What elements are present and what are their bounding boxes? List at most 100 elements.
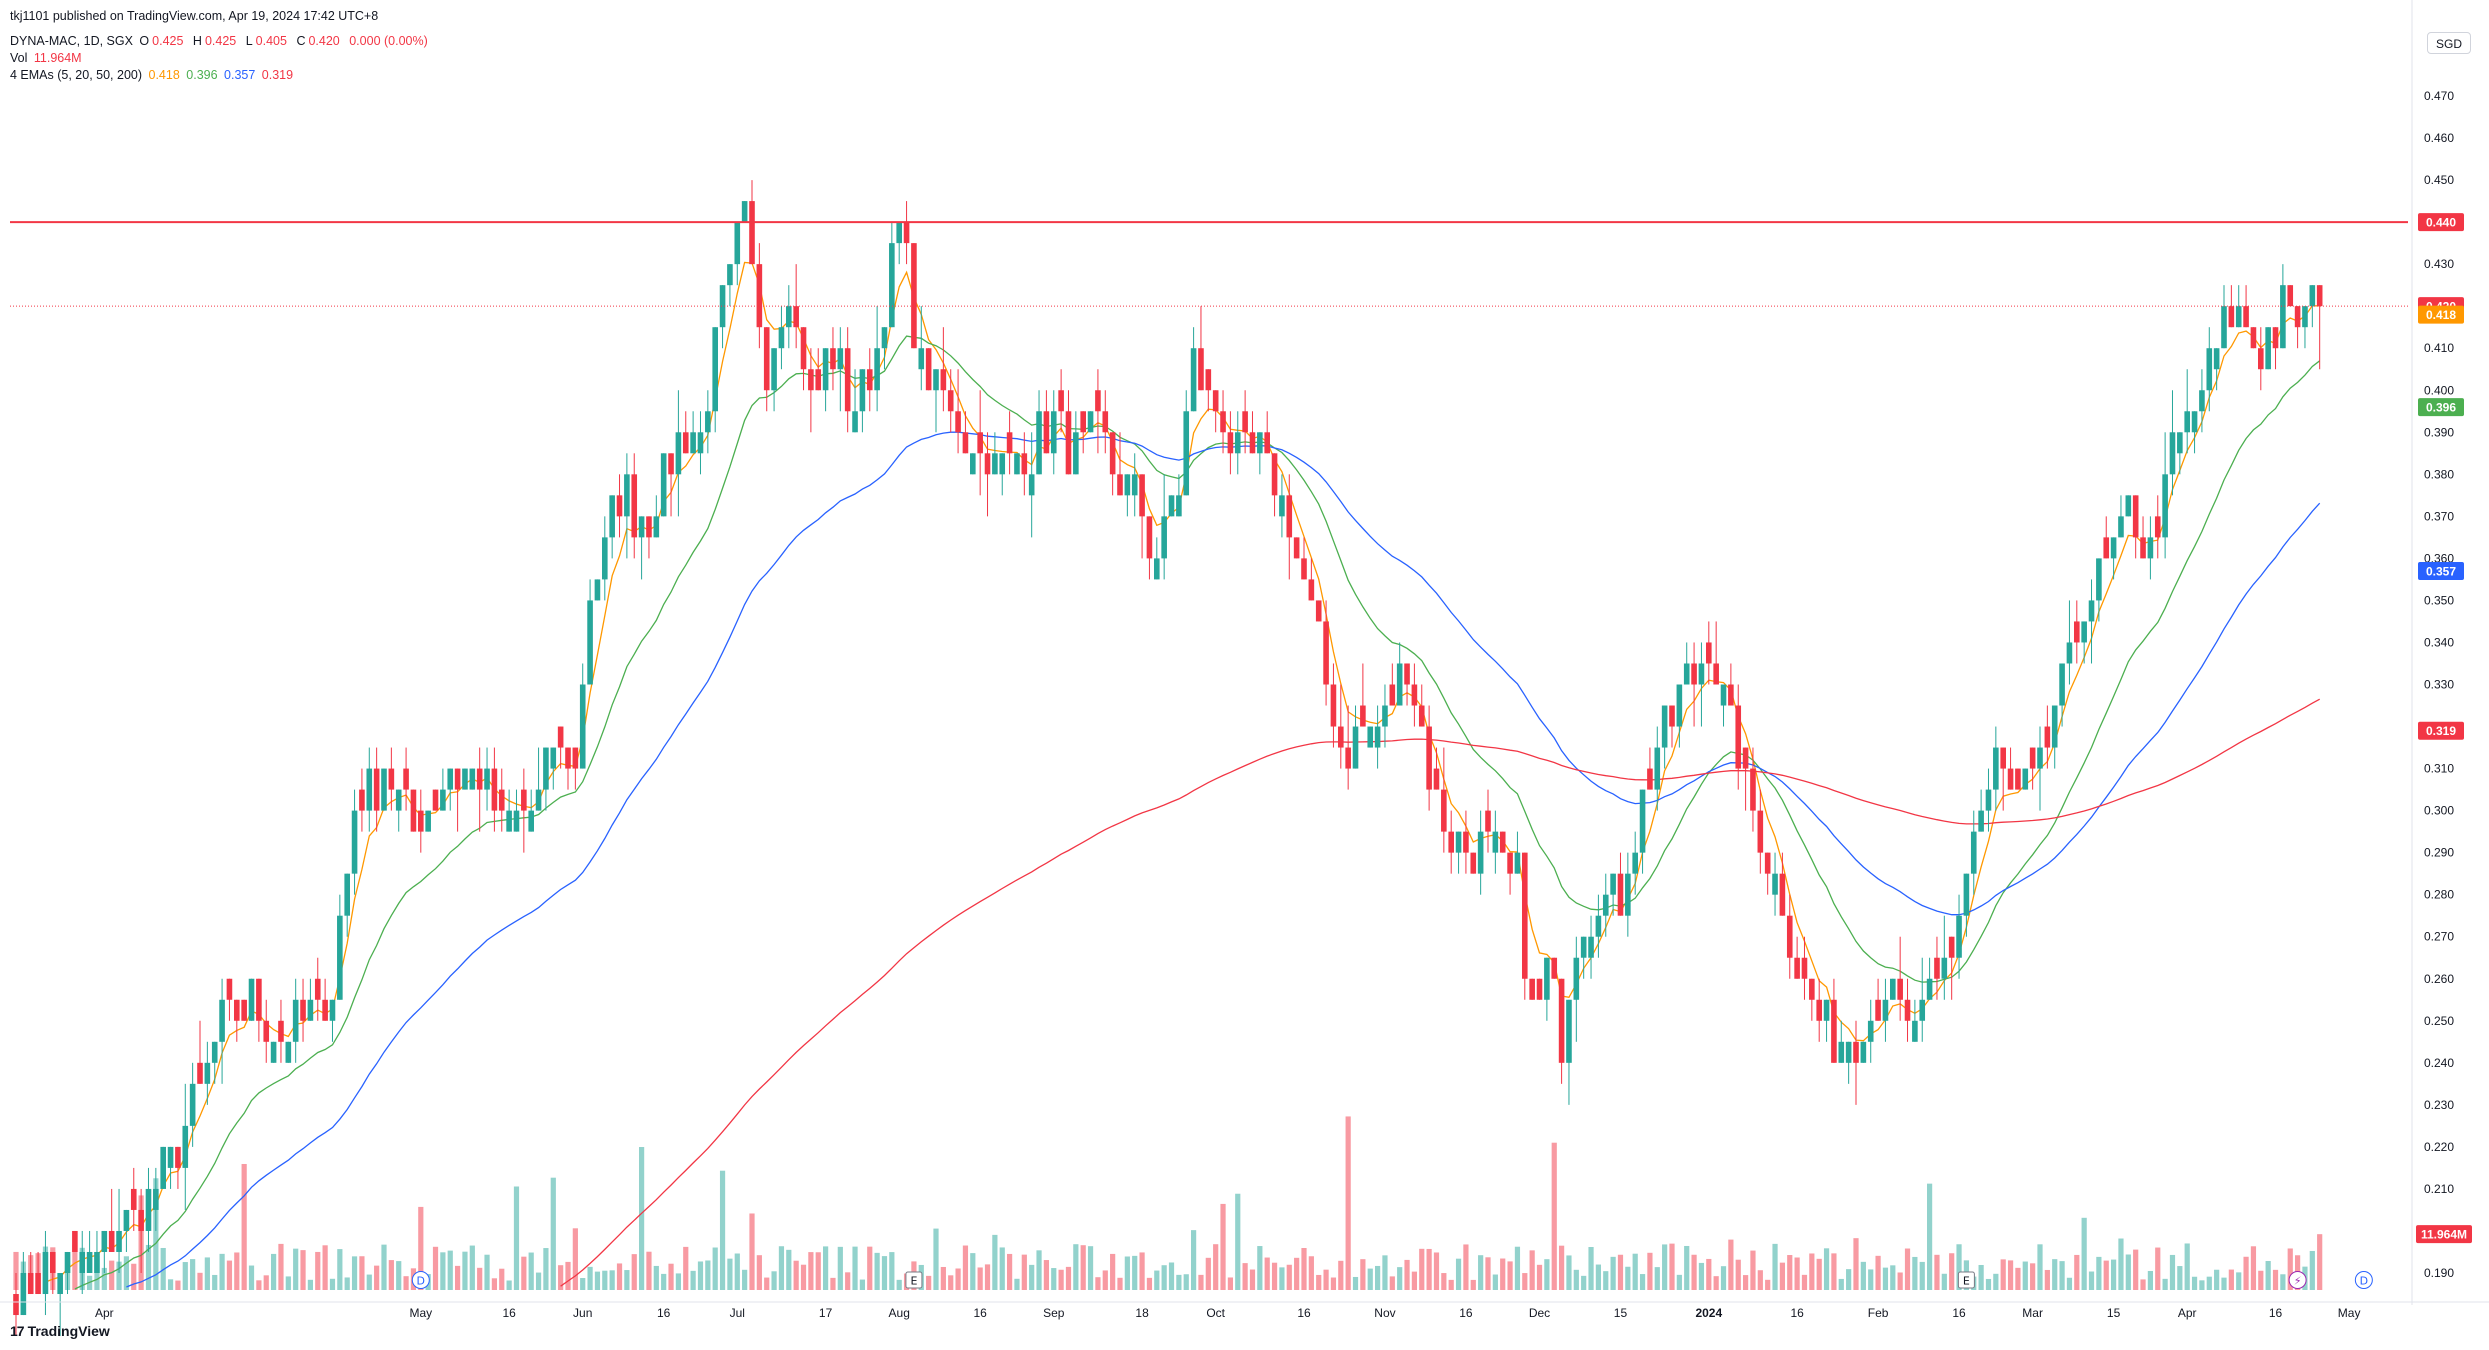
volume-bar xyxy=(2177,1266,2183,1290)
volume-bar xyxy=(219,1253,225,1290)
currency-button[interactable]: SGD xyxy=(2427,32,2471,54)
candle xyxy=(101,1230,108,1273)
volume-bar xyxy=(1904,1248,1911,1290)
volume-bar xyxy=(396,1261,402,1290)
candle xyxy=(572,747,579,790)
volume-bar xyxy=(1095,1277,1101,1290)
price-axis[interactable]: 0.4700.4600.4500.4400.4300.4200.4100.400… xyxy=(2411,0,2472,1305)
candle xyxy=(1941,915,1948,1000)
svg-text:E: E xyxy=(1963,1275,1970,1288)
volume-bar xyxy=(1058,1269,1064,1290)
candle xyxy=(903,201,910,265)
candle xyxy=(2258,327,2264,391)
candle xyxy=(447,768,454,811)
volume-bar xyxy=(1235,1193,1241,1290)
candle xyxy=(116,1188,122,1273)
volume-bar xyxy=(403,1276,409,1290)
candle xyxy=(432,789,439,811)
volume-bar xyxy=(830,1277,836,1290)
volume-bar xyxy=(1816,1258,1822,1290)
volume-bar xyxy=(999,1247,1005,1290)
volume-bar xyxy=(462,1251,468,1290)
tradingview-logo[interactable]: 17 TradingView xyxy=(10,1323,110,1339)
volume-bar xyxy=(2052,1259,2058,1290)
volume-bar xyxy=(1330,1277,1337,1290)
volume-bar xyxy=(167,1279,174,1290)
time-tick-label: May xyxy=(409,1306,432,1320)
candle xyxy=(322,978,328,1021)
candle xyxy=(1551,957,1558,979)
candle xyxy=(123,1209,130,1252)
candle xyxy=(1595,894,1602,958)
candle xyxy=(1750,747,1756,832)
volume-bar xyxy=(2000,1259,2006,1290)
svg-text:0.319: 0.319 xyxy=(2426,724,2456,738)
candle xyxy=(1168,495,1175,517)
candle xyxy=(970,453,976,475)
volume-bar xyxy=(2118,1238,2124,1290)
candle xyxy=(1205,369,1212,412)
volume-bar xyxy=(1441,1273,1447,1290)
time-tick-label: 16 xyxy=(657,1306,671,1320)
candle xyxy=(565,747,571,790)
volume-bar xyxy=(94,1256,100,1290)
candle xyxy=(1036,390,1042,475)
volume-bar xyxy=(646,1251,652,1290)
volume-bar xyxy=(1698,1262,1705,1290)
candle xyxy=(1580,936,1587,979)
symbol-title[interactable]: DYNA-MAC, 1D, SGX xyxy=(10,34,133,48)
candle xyxy=(1522,852,1528,1000)
candle xyxy=(2243,285,2249,328)
candle xyxy=(1956,894,1962,979)
candle xyxy=(351,789,358,895)
candle xyxy=(2074,600,2080,664)
candle xyxy=(167,1146,174,1189)
candle xyxy=(381,768,387,811)
candle xyxy=(1867,999,1874,1063)
volume-bar xyxy=(690,1270,696,1290)
volume-bar xyxy=(1198,1274,1204,1290)
volume-bar xyxy=(742,1269,748,1290)
volume-bar xyxy=(1559,1245,1565,1290)
volume-bar xyxy=(1117,1277,1123,1290)
candle xyxy=(1912,999,1918,1042)
volume-bar xyxy=(1139,1252,1145,1290)
time-tick-label: Mar xyxy=(2022,1306,2043,1320)
time-axis[interactable]: Apr May 16 Jun 16 Jul 17 Aug 16 Sep 18 Oct 16 Nov 16 De… xyxy=(0,1301,2489,1320)
volume-label[interactable]: Vol xyxy=(10,51,28,65)
candle xyxy=(2015,768,2021,790)
candle xyxy=(1816,978,1822,1042)
ema-label[interactable]: 4 EMAs (5, 20, 50, 200) xyxy=(10,68,143,82)
candle xyxy=(182,1083,189,1210)
volume-bar xyxy=(469,1245,475,1290)
volume-bar xyxy=(962,1245,969,1290)
candle xyxy=(1831,978,1837,1063)
volume-bar xyxy=(948,1275,954,1290)
candle xyxy=(999,453,1006,496)
svg-text:0.418: 0.418 xyxy=(2426,308,2456,322)
volume-bar xyxy=(1941,1273,1947,1290)
candle xyxy=(189,1062,196,1147)
volume-bar xyxy=(1522,1273,1528,1290)
candle xyxy=(1257,432,1263,475)
candle xyxy=(1728,663,1734,706)
volume-bar xyxy=(440,1252,446,1290)
volume-bar xyxy=(1897,1272,1903,1290)
time-tick-label: Apr xyxy=(2178,1306,2197,1320)
volume-bar xyxy=(212,1274,218,1290)
candle xyxy=(1014,453,1020,475)
candle xyxy=(506,789,512,832)
candle xyxy=(64,1251,71,1295)
ema50-price-label: 0.357 xyxy=(2418,562,2464,581)
candle xyxy=(2169,390,2176,496)
candle xyxy=(1433,747,1440,790)
candle xyxy=(219,978,225,1084)
volume-bar xyxy=(2280,1274,2286,1290)
time-tick-label: Oct xyxy=(1206,1306,1225,1320)
candle xyxy=(521,768,527,853)
tradingview-logo-icon: 17 xyxy=(10,1323,25,1339)
volume-bar xyxy=(2111,1259,2117,1290)
candle xyxy=(1698,642,1705,727)
earnings-event-marker: E xyxy=(1957,1271,1975,1289)
